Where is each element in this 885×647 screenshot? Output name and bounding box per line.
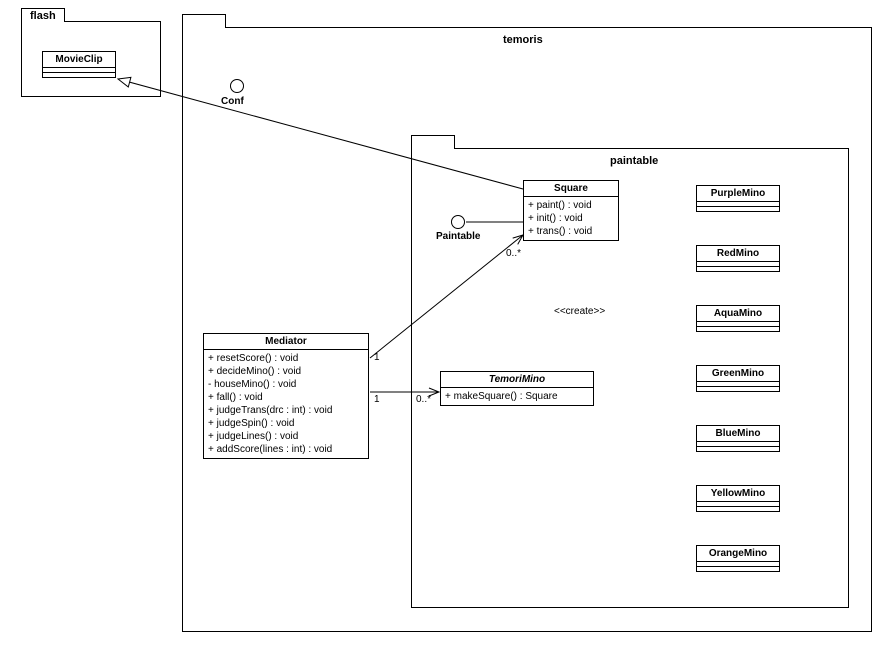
class-mediator-ops: + resetScore() : void + decideMino() : v…: [204, 350, 368, 458]
class-orangemino-ops: [697, 567, 779, 571]
interface-paintable-circle: [451, 215, 465, 229]
mediator-op-3: + fall() : void: [208, 391, 364, 404]
class-greenmino: GreenMino: [696, 365, 780, 392]
class-mediator-name: Mediator: [204, 334, 368, 350]
class-bluemino: BlueMino: [696, 425, 780, 452]
square-op-1: + init() : void: [528, 212, 614, 225]
class-square-ops: + paint() : void + init() : void + trans…: [524, 197, 618, 240]
class-redmino-name: RedMino: [697, 246, 779, 262]
class-square: Square + paint() : void + init() : void …: [523, 180, 619, 241]
class-square-name: Square: [524, 181, 618, 197]
package-temoris-tab: [182, 14, 226, 28]
interface-conf-label: Conf: [221, 96, 244, 107]
class-purplemino: PurpleMino: [696, 185, 780, 212]
mult-mediator-temori-0: 0..*: [416, 394, 431, 405]
class-aquamino-ops: [697, 327, 779, 331]
class-movieclip: MovieClip: [42, 51, 116, 78]
class-greenmino-ops: [697, 387, 779, 391]
class-aquamino-name: AquaMino: [697, 306, 779, 322]
mediator-op-4: + judgeTrans(drc : int) : void: [208, 404, 364, 417]
class-greenmino-name: GreenMino: [697, 366, 779, 382]
package-paintable-tab: [411, 135, 455, 149]
class-bluemino-ops: [697, 447, 779, 451]
temorimino-op-0: + makeSquare() : Square: [445, 390, 589, 403]
mediator-op-0: + resetScore() : void: [208, 352, 364, 365]
package-temoris-title: temoris: [503, 34, 543, 46]
class-redmino: RedMino: [696, 245, 780, 272]
square-op-0: + paint() : void: [528, 199, 614, 212]
mediator-op-6: + judgeLines() : void: [208, 430, 364, 443]
class-orangemino-name: OrangeMino: [697, 546, 779, 562]
mediator-op-5: + judgeSpin() : void: [208, 417, 364, 430]
mediator-op-7: + addScore(lines : int) : void: [208, 443, 364, 456]
mult-mediator-square-0: 0..*: [506, 248, 521, 259]
class-movieclip-name: MovieClip: [43, 52, 115, 68]
class-yellowmino-name: YellowMino: [697, 486, 779, 502]
class-orangemino: OrangeMino: [696, 545, 780, 572]
class-aquamino: AquaMino: [696, 305, 780, 332]
mediator-op-2: - houseMino() : void: [208, 378, 364, 391]
package-flash-title: flash: [30, 10, 56, 22]
class-yellowmino-ops: [697, 507, 779, 511]
class-mediator: Mediator + resetScore() : void + decideM…: [203, 333, 369, 459]
mediator-op-1: + decideMino() : void: [208, 365, 364, 378]
class-movieclip-ops: [43, 73, 115, 77]
class-temorimino-name: TemoriMino: [441, 372, 593, 388]
mult-mediator-square-1: 1: [374, 352, 380, 363]
square-op-2: + trans() : void: [528, 225, 614, 238]
class-redmino-ops: [697, 267, 779, 271]
mult-mediator-temori-1: 1: [374, 394, 380, 405]
class-temorimino: TemoriMino + makeSquare() : Square: [440, 371, 594, 406]
class-purplemino-name: PurpleMino: [697, 186, 779, 202]
class-yellowmino: YellowMino: [696, 485, 780, 512]
interface-conf-circle: [230, 79, 244, 93]
create-label: <<create>>: [554, 306, 605, 317]
package-paintable-title: paintable: [610, 155, 658, 167]
class-bluemino-name: BlueMino: [697, 426, 779, 442]
interface-paintable-label: Paintable: [436, 231, 480, 242]
class-temorimino-ops: + makeSquare() : Square: [441, 388, 593, 405]
class-purplemino-ops: [697, 207, 779, 211]
